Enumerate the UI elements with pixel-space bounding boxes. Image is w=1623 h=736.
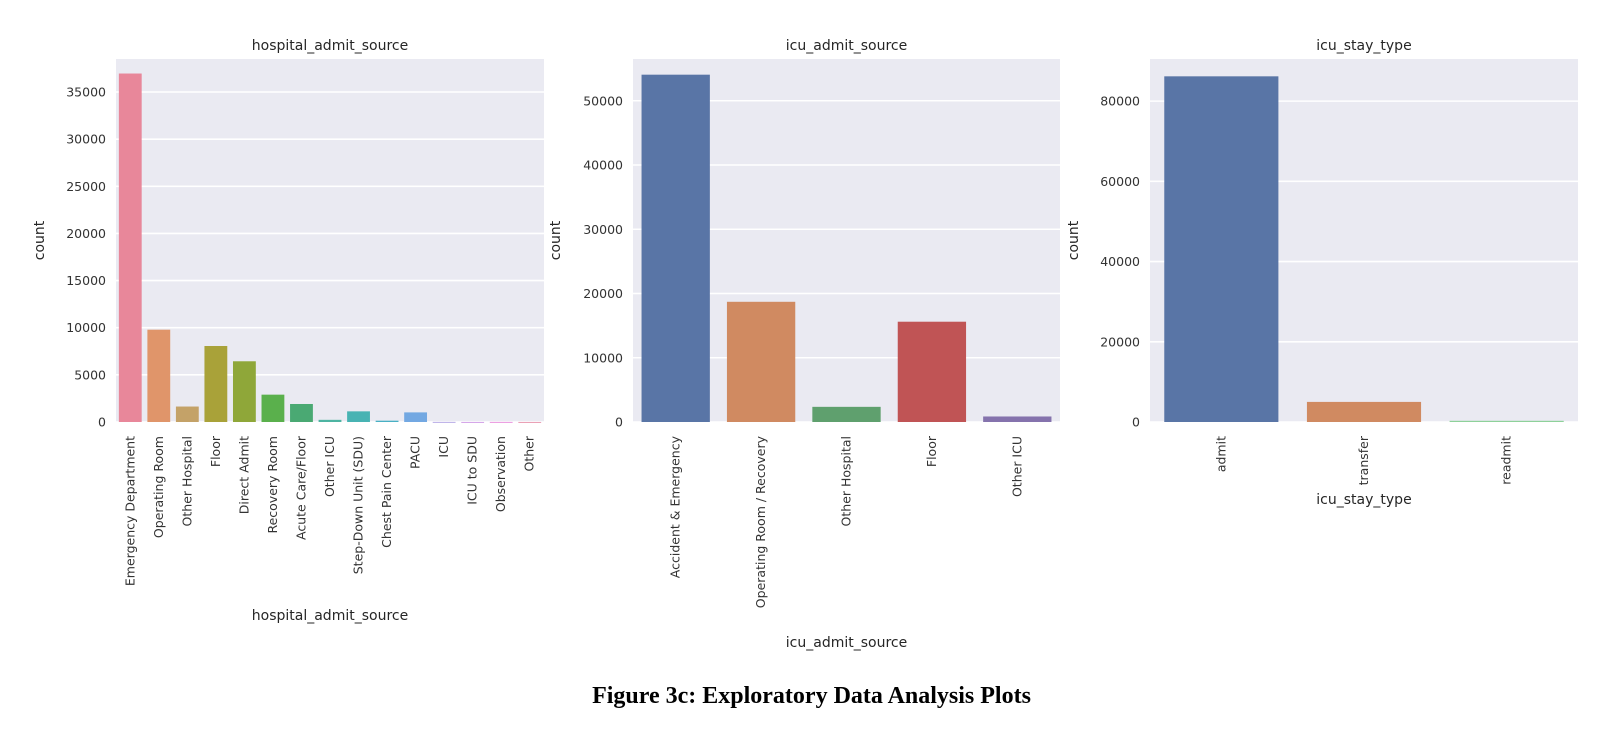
bar-other-hospital <box>175 406 199 422</box>
chart-icu-admit-source: 0 10000 20000 30000 40000 50000 Accident & Eme… <box>548 38 1060 651</box>
x-tick-label: Step-Down Unit (SDU) <box>351 436 366 574</box>
y-tick-label: 50000 <box>583 93 623 108</box>
x-axis-label: icu_admit_source <box>786 635 907 651</box>
y-tick-label: 15000 <box>66 273 106 288</box>
x-tick-label: Accident & Emergency <box>668 435 683 578</box>
bar-chest-pain-center <box>375 420 399 422</box>
x-tick-label: admit <box>1213 436 1228 472</box>
bar-icu-to-sdu <box>461 421 485 423</box>
bar-emergency-department <box>118 73 142 423</box>
x-tick-label: Chest Pain Center <box>379 435 394 548</box>
bar-recovery-room <box>261 394 285 422</box>
y-tick-label: 40000 <box>583 158 623 173</box>
y-tick-label: 30000 <box>583 222 623 237</box>
x-tick-label: Other Hospital <box>179 436 194 526</box>
x-tick-label: Other ICU <box>322 436 337 497</box>
y-tick-label: 20000 <box>583 286 623 301</box>
chart-icu-stay-type: 0 20000 40000 60000 80000 admit transfer readmi… <box>1066 38 1578 508</box>
bar-readmit <box>1449 420 1564 422</box>
x-tick-label: PACU <box>408 436 423 469</box>
x-tick-label: Other ICU <box>1009 436 1024 497</box>
chart-title: hospital_admit_source <box>252 38 408 54</box>
bar-other-hospital <box>812 406 881 422</box>
bar-admit <box>1164 76 1279 423</box>
x-tick-label: Other Hospital <box>839 436 854 526</box>
bar-other-icu <box>318 419 342 422</box>
y-tick-label: 80000 <box>1100 94 1140 109</box>
x-tick-label: Floor <box>208 435 223 467</box>
bar-other-icu <box>983 416 1052 422</box>
bar-other <box>518 421 542 423</box>
y-tick-label: 5000 <box>74 367 106 382</box>
chart-hospital-admit-source: 0 5000 10000 15000 20000 25000 30000 35000 Emerg… <box>32 38 544 624</box>
x-tick-label: Operating Room <box>151 436 166 538</box>
x-tick-label: Acute Care/Floor <box>293 435 308 540</box>
y-tick-label: 35000 <box>66 85 106 100</box>
bar-floor <box>204 346 228 422</box>
bar-pacu <box>404 412 428 422</box>
y-tick-label: 20000 <box>66 226 106 241</box>
x-tick-label: Emergency Department <box>122 436 137 586</box>
x-tick-label: ICU to SDU <box>465 436 480 505</box>
plot-area <box>116 59 544 422</box>
bar-step-down-unit-sdu- <box>347 411 370 422</box>
x-tick-label: Other <box>522 435 537 471</box>
chart-title: icu_stay_type <box>1316 38 1411 54</box>
x-tick-label: ICU <box>436 436 451 458</box>
x-tick-label: readmit <box>1499 436 1514 485</box>
x-axis-label: hospital_admit_source <box>252 608 408 624</box>
y-tick-label: 60000 <box>1100 174 1140 189</box>
x-tick-label: Observation <box>493 436 508 512</box>
figure-caption: Figure 3c: Exploratory Data Analysis Plo… <box>592 683 1031 709</box>
x-axis-label: icu_stay_type <box>1316 492 1411 508</box>
bar-accident-emergency <box>641 74 710 423</box>
y-tick-label: 0 <box>98 415 106 430</box>
x-tick-label: Recovery Room <box>265 436 280 534</box>
y-tick-label: 10000 <box>583 350 623 365</box>
y-tick-label: 10000 <box>66 320 106 335</box>
bar-direct-admit <box>232 361 256 422</box>
y-tick-label: 40000 <box>1100 254 1140 269</box>
chart-title: icu_admit_source <box>786 38 907 54</box>
x-tick-label: Floor <box>924 435 939 467</box>
bar-icu <box>432 421 456 423</box>
bar-floor <box>897 321 967 422</box>
x-tick-label: Operating Room / Recovery <box>753 435 768 608</box>
y-tick-label: 0 <box>1132 415 1140 430</box>
y-axis-label: count <box>1066 220 1082 260</box>
bar-acute-care-floor <box>290 403 313 422</box>
y-tick-label: 20000 <box>1100 334 1140 349</box>
bar-operating-room-recovery <box>726 301 796 422</box>
x-tick-label: Direct Admit <box>236 436 251 514</box>
y-axis-label: count <box>548 220 564 260</box>
bar-operating-room <box>147 329 171 422</box>
bar-transfer <box>1306 401 1422 422</box>
y-axis-label: count <box>32 220 48 260</box>
y-tick-label: 25000 <box>66 179 106 194</box>
x-tick-label: transfer <box>1356 435 1371 485</box>
bar-observation <box>489 421 513 423</box>
y-tick-label: 30000 <box>66 132 106 147</box>
y-tick-label: 0 <box>615 415 623 430</box>
